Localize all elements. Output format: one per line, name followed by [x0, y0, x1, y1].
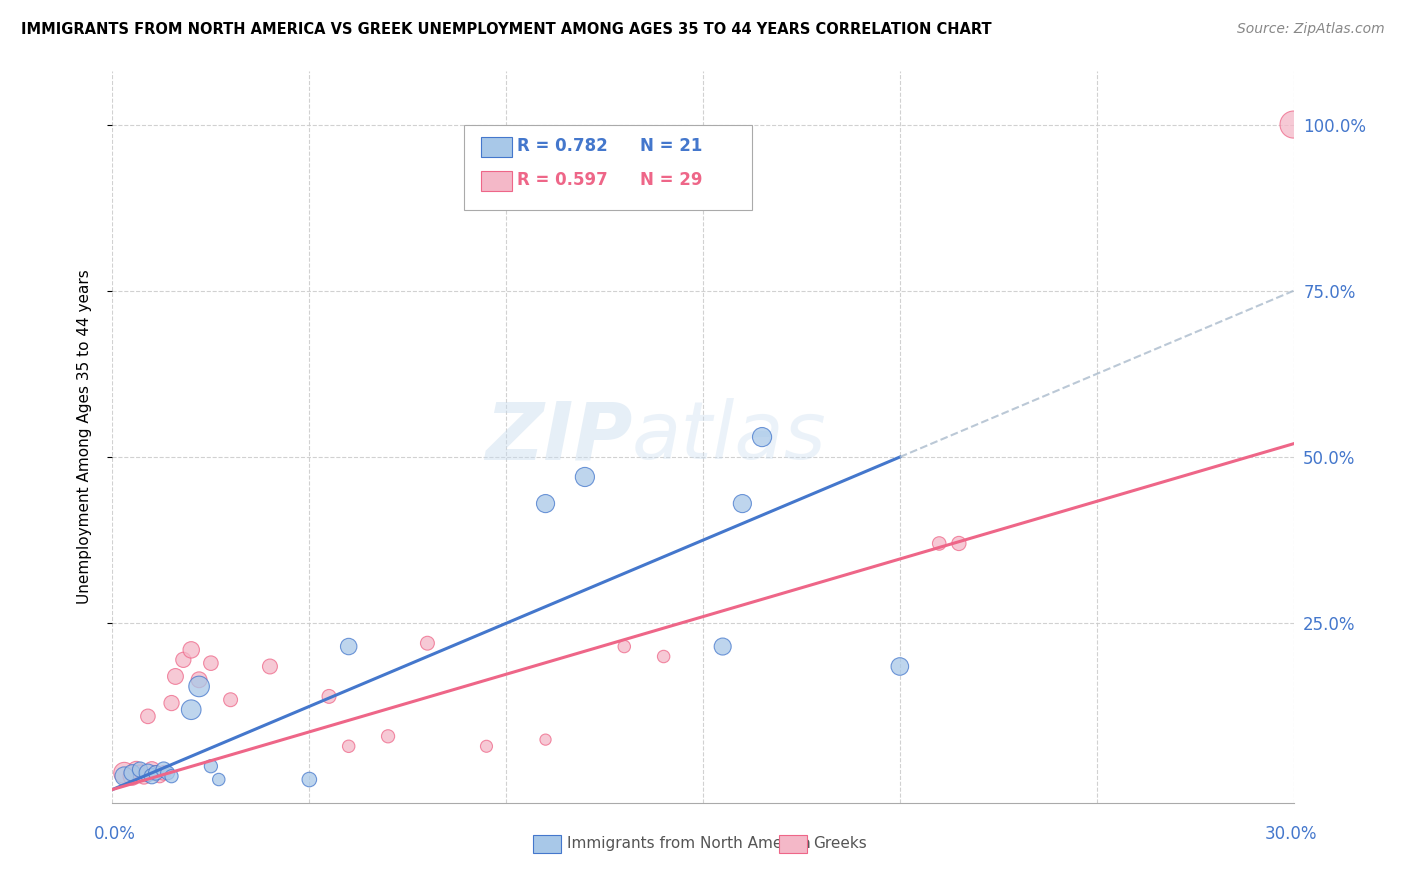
Point: [172, 653, 194, 667]
Point: [534, 732, 557, 747]
Point: [121, 769, 143, 783]
Point: [574, 470, 596, 484]
Point: [377, 729, 399, 743]
Point: [145, 765, 167, 780]
Point: [318, 690, 340, 704]
Text: Source: ZipAtlas.com: Source: ZipAtlas.com: [1237, 22, 1385, 37]
Point: [121, 765, 143, 780]
Point: [188, 680, 211, 694]
Point: [112, 769, 135, 783]
Point: [165, 669, 187, 683]
Point: [711, 640, 734, 654]
Point: [188, 673, 211, 687]
Text: R = 0.782: R = 0.782: [517, 137, 609, 155]
Text: atlas: atlas: [633, 398, 827, 476]
Point: [652, 649, 675, 664]
Point: [928, 536, 950, 550]
Text: N = 29: N = 29: [640, 171, 702, 189]
Point: [141, 769, 163, 783]
Point: [129, 763, 152, 777]
Point: [180, 703, 202, 717]
Point: [751, 430, 773, 444]
Point: [160, 696, 183, 710]
Point: [145, 765, 167, 780]
Point: [416, 636, 439, 650]
Point: [152, 763, 174, 777]
Point: [219, 692, 242, 706]
Text: 30.0%: 30.0%: [1264, 825, 1317, 843]
Text: IMMIGRANTS FROM NORTH AMERICA VS GREEK UNEMPLOYMENT AMONG AGES 35 TO 44 YEARS CO: IMMIGRANTS FROM NORTH AMERICA VS GREEK U…: [21, 22, 991, 37]
Point: [136, 765, 159, 780]
Point: [200, 759, 222, 773]
Text: Greeks: Greeks: [813, 837, 866, 851]
Point: [534, 497, 557, 511]
Point: [948, 536, 970, 550]
Point: [208, 772, 231, 787]
Point: [337, 739, 360, 754]
Point: [298, 772, 321, 787]
Text: R = 0.597: R = 0.597: [517, 171, 609, 189]
Point: [1282, 118, 1305, 132]
Point: [156, 765, 179, 780]
Point: [259, 659, 281, 673]
Point: [475, 739, 498, 754]
Point: [200, 656, 222, 670]
Point: [731, 497, 754, 511]
Point: [141, 763, 163, 777]
Point: [613, 640, 636, 654]
Text: 0.0%: 0.0%: [94, 825, 136, 843]
Text: Immigrants from North America: Immigrants from North America: [567, 837, 810, 851]
Text: N = 21: N = 21: [640, 137, 702, 155]
Point: [132, 769, 155, 783]
Point: [152, 765, 174, 780]
Point: [136, 709, 159, 723]
Point: [129, 765, 152, 780]
Point: [125, 763, 148, 777]
Point: [149, 769, 172, 783]
Text: ZIP: ZIP: [485, 398, 633, 476]
Point: [160, 769, 183, 783]
Point: [337, 640, 360, 654]
Point: [180, 643, 202, 657]
Point: [889, 659, 911, 673]
Y-axis label: Unemployment Among Ages 35 to 44 years: Unemployment Among Ages 35 to 44 years: [77, 269, 91, 605]
Point: [112, 765, 135, 780]
